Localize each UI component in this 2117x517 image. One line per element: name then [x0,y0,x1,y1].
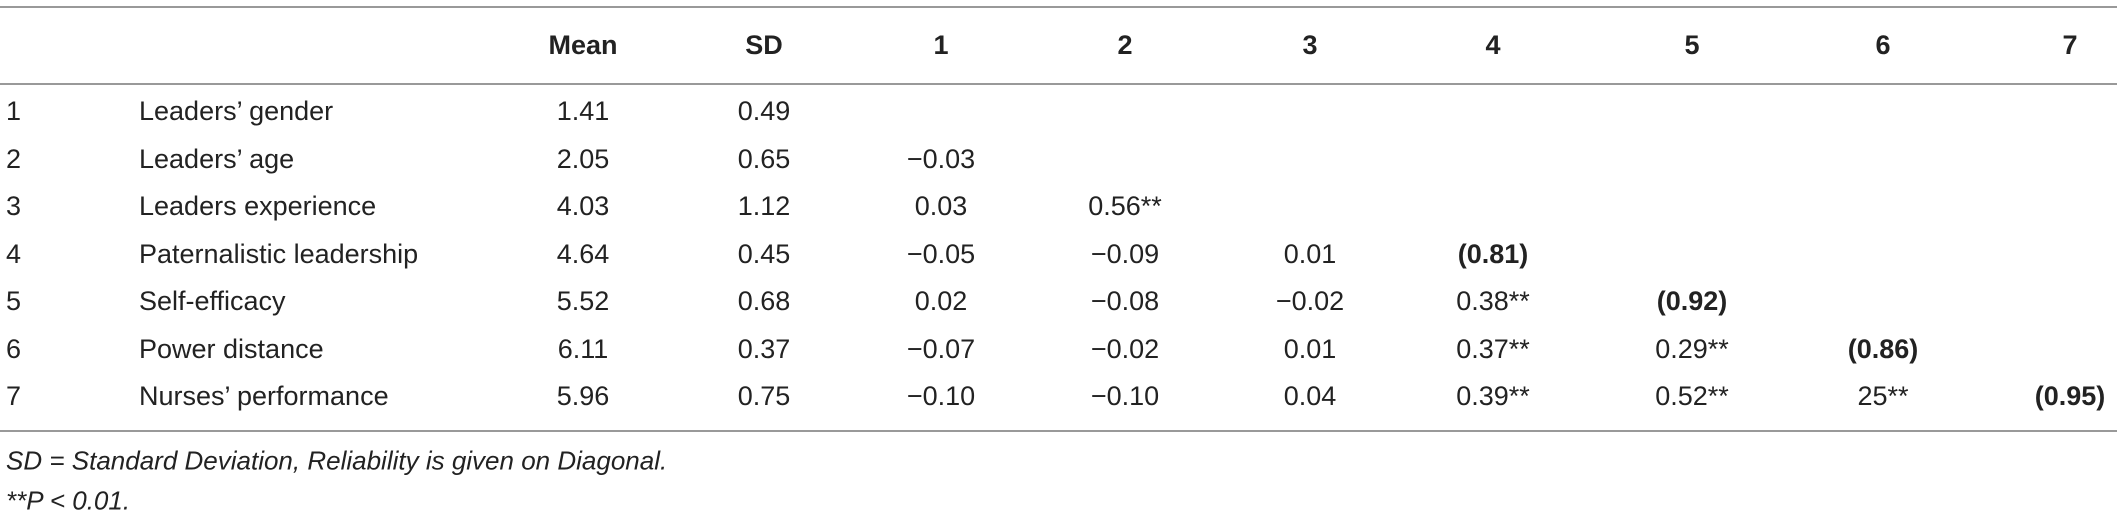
cell-value: 0.03 [914,191,968,221]
cell-value: 25** [1857,381,1909,411]
column-header: 4 [1485,30,1501,60]
row-label: Leaders experience [139,191,377,221]
row-label: Nurses’ performance [139,381,389,411]
row-number: 5 [6,286,22,316]
cell-value: 1.12 [737,191,791,221]
cell-value: −0.09 [1090,238,1160,269]
cell-value: 0.37** [1456,333,1530,364]
cell-value: −0.08 [1090,286,1160,316]
cell-value: (0.92) [1656,286,1728,316]
cell-value: −0.02 [1090,333,1160,364]
header-rule [0,83,2117,85]
cell-value: 1.41 [556,96,610,126]
cell-value: 0.65 [737,143,791,174]
cell-value: −0.10 [1090,381,1160,411]
cell-value: 4.64 [556,238,610,269]
cell-value: 0.01 [1283,238,1337,269]
cell-value: −0.05 [906,238,976,269]
footnote: **P < 0.01. [6,485,131,516]
column-header: 2 [1117,30,1133,60]
cell-value: 5.52 [556,286,610,316]
cell-value: 0.02 [914,286,968,316]
cell-value: (0.95) [2034,381,2106,411]
row-label: Leaders’ age [139,143,295,174]
top-rule [0,6,2117,8]
cell-value: 0.52** [1655,381,1729,411]
cell-value: −0.02 [1275,286,1345,316]
cell-value: 0.56** [1088,191,1162,221]
cell-value: 0.68 [737,286,791,316]
cell-value: 4.03 [556,191,610,221]
column-header: 7 [2062,30,2078,60]
cell-value: 0.01 [1283,333,1337,364]
cell-value: (0.86) [1847,333,1919,364]
row-number: 3 [6,191,22,221]
column-header: SD [745,30,783,60]
cell-value: 0.04 [1283,381,1337,411]
row-label: Self-efficacy [139,286,286,316]
row-number: 2 [6,143,22,174]
footnote: SD = Standard Deviation, Reliability is … [6,445,668,476]
row-number: 4 [6,238,22,269]
column-header: Mean [548,30,618,60]
cell-value: 5.96 [556,381,610,411]
row-number: 7 [6,381,22,411]
cell-value: (0.81) [1457,238,1529,269]
row-number: 1 [6,96,22,126]
cell-value: −0.10 [906,381,976,411]
cell-value: −0.03 [906,143,976,174]
cell-value: 0.38** [1456,286,1530,316]
row-label: Paternalistic leadership [139,238,419,269]
cell-value: 2.05 [556,143,610,174]
cell-value: 0.49 [737,96,791,126]
column-header: 6 [1875,30,1891,60]
cell-value: 6.11 [557,333,609,364]
row-label: Leaders’ gender [139,96,334,126]
cell-value: 0.39** [1456,381,1530,411]
column-header: 3 [1302,30,1318,60]
cell-value: −0.07 [906,333,976,364]
row-label: Power distance [139,333,324,364]
bottom-rule [0,430,2117,432]
column-header: 5 [1684,30,1700,60]
column-header: 1 [933,30,949,60]
cell-value: 0.37 [737,333,791,364]
cell-value: 0.75 [737,381,791,411]
cell-value: 0.29** [1655,333,1729,364]
row-number: 6 [6,333,22,364]
cell-value: 0.45 [737,238,791,269]
